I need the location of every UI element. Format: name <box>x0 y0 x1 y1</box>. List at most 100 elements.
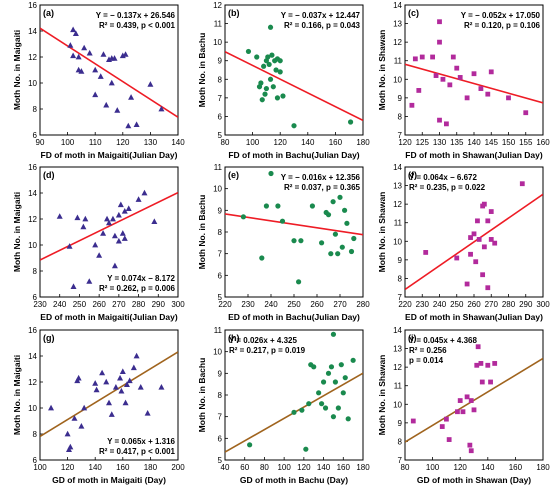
data-point <box>270 84 276 90</box>
data-point <box>265 54 271 60</box>
y-tick-label: 13 <box>393 182 402 191</box>
data-point <box>66 243 73 249</box>
regression-stats: R² = 0.439, p < 0.001 <box>99 21 176 30</box>
y-tick-label: 11 <box>394 382 403 391</box>
y-tick-label: 8 <box>218 75 223 84</box>
y-axis-label: Moth No. in Bachu <box>197 195 207 270</box>
x-tick-label: 280 <box>356 300 370 309</box>
data-point <box>476 237 482 242</box>
data-point <box>488 209 494 214</box>
x-tick-label: 160 <box>329 138 343 147</box>
data-point <box>437 39 442 45</box>
regression-stats: R² = 0.417, p < 0.001 <box>99 447 176 456</box>
data-point <box>330 414 337 420</box>
y-tick-label: 5 <box>218 293 223 302</box>
y-tick-label: 11 <box>214 20 223 29</box>
regression-stats: R² = 0.166, p = 0.043 <box>284 21 361 30</box>
regression-stats: R² = 0.037, p = 0.365 <box>284 183 361 192</box>
y-tick-label: 7 <box>218 413 223 422</box>
data-point <box>92 380 99 386</box>
y-tick-label: 16 <box>28 326 37 335</box>
data-point <box>125 122 132 129</box>
data-point <box>464 394 470 400</box>
y-axis-label: Moth No. in Maigaiti <box>12 355 22 435</box>
y-tick-label: 11 <box>214 163 223 172</box>
y-tick-label: 8 <box>33 105 38 114</box>
data-point <box>455 409 460 415</box>
data-point <box>328 251 334 257</box>
data-point <box>81 44 88 51</box>
x-tick-label: 220 <box>398 300 412 309</box>
data-point <box>263 203 269 209</box>
data-point <box>488 379 493 385</box>
panel-d: 230 240 250 260 270 280 290 300 6 8 10 12 14 16 ED of … <box>12 163 185 322</box>
data-point <box>460 409 466 415</box>
data-point <box>409 102 415 108</box>
x-tick-label: 100 <box>61 138 75 147</box>
data-point <box>279 218 286 224</box>
data-point <box>348 248 355 255</box>
x-tick-label: 240 <box>433 300 447 309</box>
y-tick-label: 12 <box>213 1 222 10</box>
data-point <box>325 212 332 218</box>
data-point <box>280 93 286 99</box>
x-tick-label: 100 <box>277 463 291 472</box>
regression-line <box>405 63 543 104</box>
data-point <box>488 237 494 242</box>
data-point <box>247 442 253 448</box>
y-tick-label: 14 <box>28 189 37 198</box>
data-point <box>75 374 82 381</box>
x-tick-label: 180 <box>536 463 550 472</box>
y-tick-label: 10 <box>213 38 222 47</box>
x-tick-label: 300 <box>171 300 185 309</box>
data-point <box>481 201 487 207</box>
x-tick-label: 180 <box>356 138 370 147</box>
x-tick-label: 120 <box>61 463 75 472</box>
y-tick-label: 11 <box>214 326 223 335</box>
panel-h: 40 60 80 100 120 140 160 180 5 6 7 8 9 10 11 GD of moth… <box>197 326 370 485</box>
y-tick-label: 6 <box>218 271 223 280</box>
y-tick-label: 12 <box>393 38 402 47</box>
data-point <box>332 231 338 237</box>
x-tick-label: 250 <box>450 300 464 309</box>
data-point <box>67 42 74 48</box>
y-tick-label: 8 <box>398 274 403 283</box>
y-tick-label: 14 <box>393 163 402 172</box>
y-axis-label: Moth No. in Bachu <box>197 358 207 433</box>
y-tick-label: 7 <box>398 293 403 302</box>
y-tick-label: 10 <box>213 348 222 357</box>
data-point <box>335 251 341 257</box>
data-point <box>291 238 297 244</box>
data-point <box>444 416 449 422</box>
data-point <box>440 76 446 82</box>
x-tick-label: 160 <box>116 463 130 472</box>
x-tick-label: 140 <box>481 463 495 472</box>
y-tick-label: 8 <box>33 430 38 439</box>
data-point <box>450 54 456 60</box>
y-tick-label: 10 <box>28 79 37 88</box>
x-axis-label: GD of moth in Bachu (Day) <box>240 475 348 485</box>
data-point <box>269 52 275 58</box>
data-point <box>446 437 452 442</box>
x-tick-label: 130 <box>144 138 158 147</box>
data-point <box>464 281 470 287</box>
y-tick-label: 12 <box>393 363 402 372</box>
y-tick-label: 9 <box>398 419 403 428</box>
data-point <box>464 95 470 101</box>
data-point <box>506 95 511 101</box>
data-point <box>320 379 327 385</box>
y-tick-label: 8 <box>398 437 403 446</box>
x-tick-label: 120 <box>274 138 288 147</box>
data-point <box>488 69 494 75</box>
y-tick-label: 6 <box>33 293 38 302</box>
data-point <box>141 189 148 196</box>
y-tick-label: 12 <box>28 378 37 387</box>
data-point <box>128 94 135 100</box>
data-point <box>48 404 55 411</box>
regression-equation: Y = − 0.037x + 12.447 <box>281 11 361 20</box>
data-point <box>240 214 246 220</box>
data-point <box>468 235 473 240</box>
x-tick-label: 270 <box>333 300 347 309</box>
data-point <box>254 54 260 60</box>
